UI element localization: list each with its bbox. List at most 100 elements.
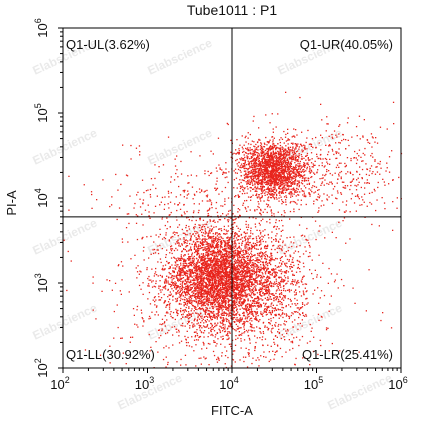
data-point (253, 305, 255, 307)
data-point (227, 213, 229, 215)
data-point (244, 277, 246, 279)
data-point (276, 175, 278, 177)
data-point (191, 291, 193, 293)
data-point (170, 257, 173, 259)
data-point (249, 276, 251, 279)
data-point (188, 317, 190, 320)
data-point (296, 246, 298, 248)
data-point (207, 300, 209, 302)
data-point (208, 310, 210, 312)
data-point (219, 238, 221, 241)
data-point (210, 237, 212, 239)
data-point (196, 283, 198, 285)
data-point (229, 272, 231, 274)
data-point (204, 282, 207, 284)
data-point (226, 320, 228, 323)
data-point (206, 274, 208, 276)
data-point (177, 257, 179, 259)
data-point (226, 260, 229, 262)
data-point (265, 310, 267, 312)
data-point (257, 304, 259, 307)
data-point (258, 270, 261, 272)
data-point (248, 244, 250, 246)
data-point (203, 304, 205, 306)
data-point (241, 295, 243, 297)
data-point (267, 256, 269, 258)
data-point (195, 265, 197, 267)
data-point (222, 281, 224, 284)
data-point (210, 259, 212, 261)
data-point (215, 237, 217, 240)
data-point (274, 163, 277, 165)
data-point (291, 266, 294, 268)
data-point (230, 308, 232, 310)
data-point (202, 287, 204, 290)
data-point (243, 259, 245, 261)
data-point (283, 159, 285, 161)
data-point (284, 263, 286, 265)
data-point (255, 248, 258, 250)
data-point (186, 323, 189, 325)
data-point (253, 299, 255, 301)
data-point (248, 305, 250, 307)
data-point (227, 305, 230, 307)
data-point (218, 250, 221, 252)
data-point (241, 254, 243, 256)
data-point (227, 242, 229, 245)
data-point (233, 307, 235, 309)
data-point (226, 266, 228, 268)
data-point (253, 286, 256, 288)
data-point (240, 278, 242, 280)
data-point (291, 158, 293, 161)
data-point (212, 297, 214, 299)
data-point (234, 344, 237, 346)
data-point (218, 278, 221, 280)
data-point (186, 245, 189, 247)
data-point (183, 265, 185, 267)
data-point (167, 221, 169, 223)
data-point (247, 243, 249, 246)
data-point (202, 263, 204, 265)
data-point (201, 299, 203, 301)
data-point (227, 335, 229, 337)
data-point (212, 269, 215, 271)
data-point (158, 299, 160, 301)
data-point (226, 298, 228, 300)
data-point (210, 275, 212, 277)
data-point (175, 282, 177, 284)
data-point (273, 239, 275, 241)
data-point (184, 288, 186, 291)
data-point (230, 252, 232, 254)
data-point (255, 317, 257, 319)
data-point (283, 285, 285, 287)
data-point (212, 239, 215, 241)
data-point (226, 257, 228, 260)
data-point (205, 306, 207, 309)
data-point (213, 292, 215, 294)
data-point (217, 261, 219, 263)
data-point (181, 285, 184, 287)
data-point (229, 288, 231, 290)
data-point (185, 283, 187, 285)
data-point (282, 285, 285, 288)
data-point (208, 245, 210, 247)
data-point (222, 279, 224, 281)
data-point (278, 220, 280, 222)
data-point (219, 295, 222, 297)
data-point (211, 245, 213, 247)
data-point (177, 289, 179, 292)
data-point (258, 255, 261, 257)
data-point (263, 155, 266, 158)
data-point (198, 268, 200, 270)
data-point (208, 247, 210, 249)
data-point (268, 360, 270, 363)
data-point (211, 254, 214, 257)
data-point (292, 273, 294, 275)
data-point (257, 283, 259, 285)
data-point (277, 298, 280, 301)
data-point (200, 321, 202, 324)
data-point (239, 262, 241, 264)
data-point (294, 191, 296, 193)
data-point (233, 314, 235, 316)
